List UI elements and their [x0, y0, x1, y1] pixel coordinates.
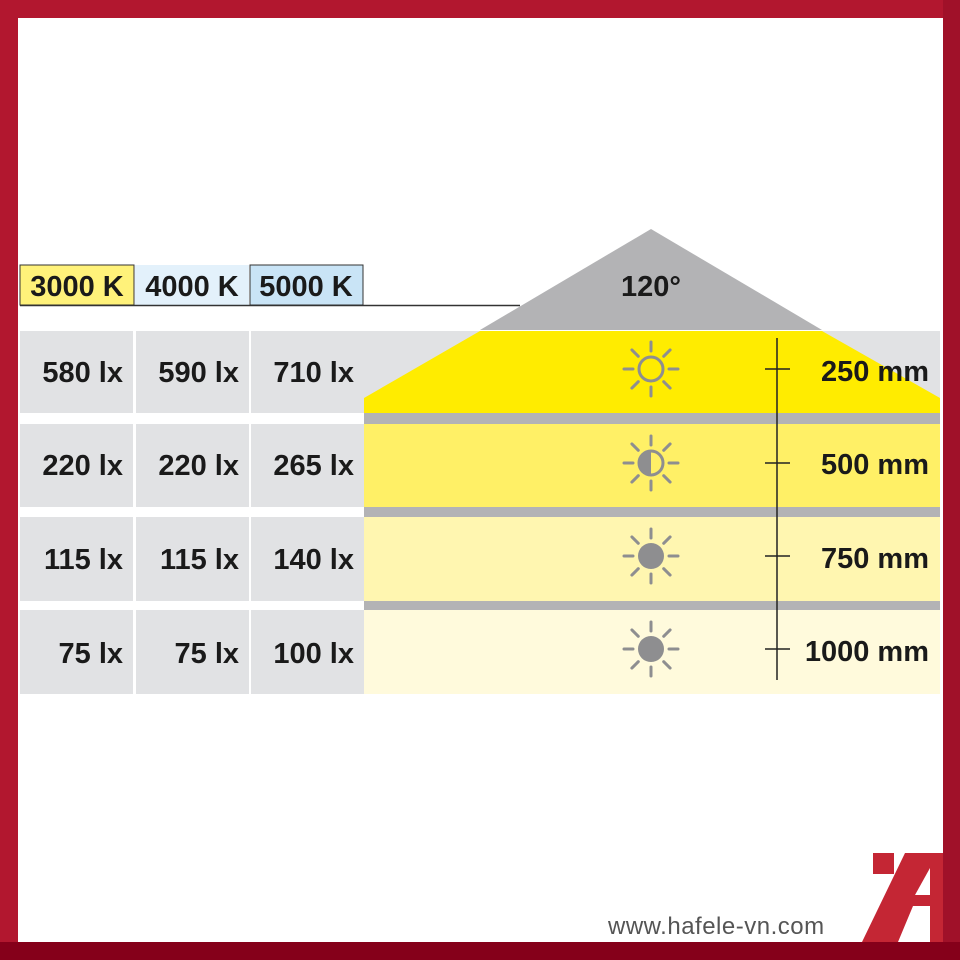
lux-value: 75 lx: [175, 638, 240, 670]
beam-area-row-1: [364, 331, 940, 413]
distance-label: 500 mm: [821, 449, 929, 481]
lux-value: 220 lx: [42, 450, 123, 482]
lux-value: 100 lx: [273, 638, 354, 670]
lux-values: 580 lx 590 lx 710 lx 220 lx 220 lx 265 l…: [42, 357, 354, 670]
brightness-icons: [622, 340, 680, 678]
lux-value: 710 lx: [273, 357, 354, 389]
lux-value: 590 lx: [158, 357, 239, 389]
distance-label: 1000 mm: [805, 636, 929, 668]
frame-bottom: [0, 942, 960, 960]
temperature-header: 3000 K 4000 K 5000 K: [19, 264, 520, 307]
lux-value: 115 lx: [44, 544, 123, 576]
sun-dim-icon: [622, 527, 680, 585]
lux-value: 115 lx: [160, 544, 239, 576]
lux-value: 220 lx: [158, 450, 239, 482]
temp-label: 3000 K: [30, 271, 124, 303]
row-separator: [364, 413, 940, 424]
row-separator: [364, 507, 940, 517]
lux-value: 75 lx: [59, 638, 124, 670]
beam-cone: [480, 229, 822, 330]
hafele-logo: [862, 853, 943, 942]
temp-cell-4000: [135, 265, 249, 305]
lux-cells: [20, 331, 364, 694]
distance-ticks: [765, 368, 790, 650]
website-url: www.hafele-vn.com: [608, 913, 825, 940]
temp-cell-3000: [19, 264, 135, 306]
lux-value: 580 lx: [42, 357, 123, 389]
row-separator: [364, 601, 940, 610]
lux-value: 265 lx: [273, 450, 354, 482]
temp-label: 5000 K: [259, 271, 353, 303]
distance-label: 750 mm: [821, 543, 929, 575]
frame-right: [943, 0, 960, 960]
sun-dim-icon: [622, 620, 680, 678]
lux-value: 140 lx: [273, 544, 354, 576]
sun-bright-icon: [622, 340, 680, 398]
beam-angle-label: 120°: [621, 271, 681, 303]
sun-half-icon: [622, 434, 680, 492]
temp-cell-5000: [249, 264, 364, 306]
temp-label: 4000 K: [145, 271, 239, 303]
distance-label: 250 mm: [821, 356, 929, 388]
